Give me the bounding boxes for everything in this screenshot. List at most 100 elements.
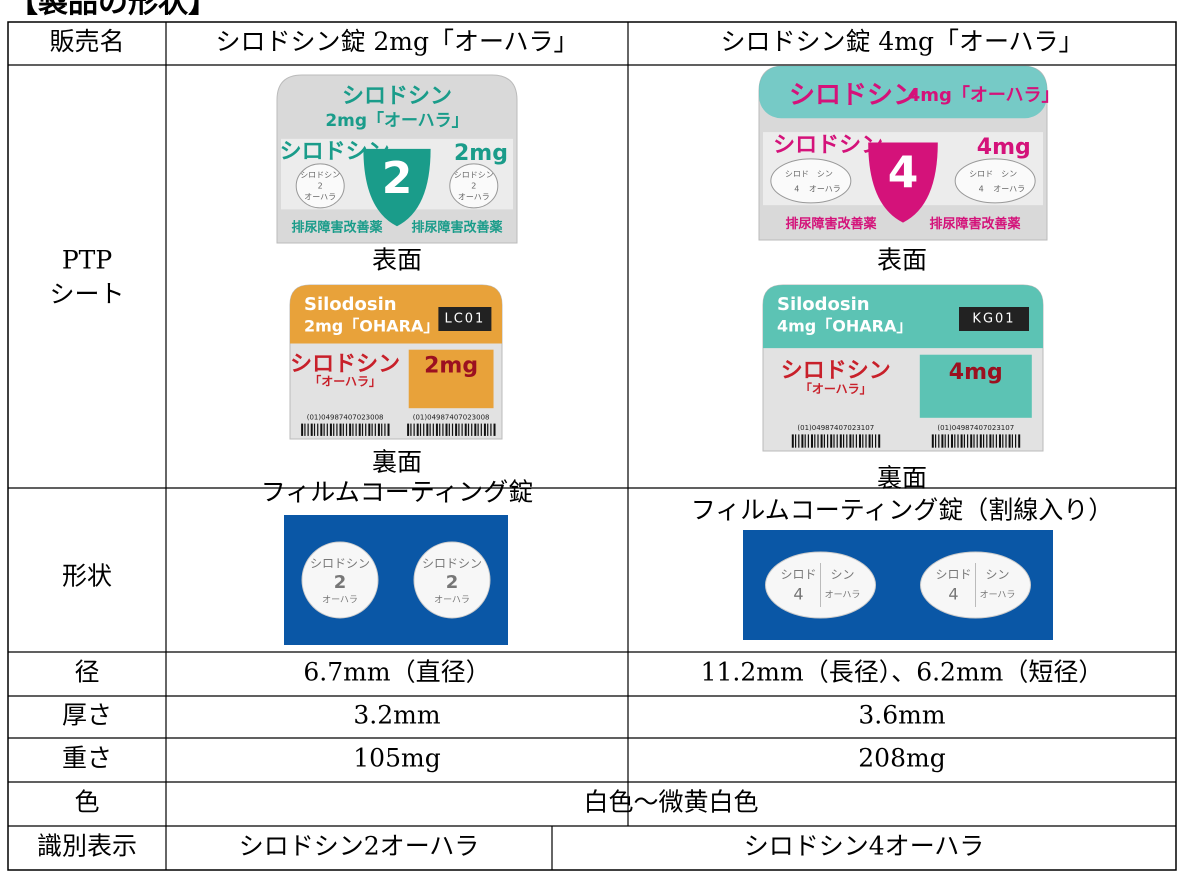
barcode-bar xyxy=(435,423,438,436)
barcode-bar xyxy=(830,434,833,448)
barcode-number: (01)04987407023107 xyxy=(937,424,1014,432)
barcode-number: (01)04987407023008 xyxy=(307,413,384,421)
title: 【製品の形状】 xyxy=(8,0,218,20)
barcode-bar xyxy=(967,434,969,448)
back-caption: 裏面 xyxy=(877,464,927,493)
pill-imprint: オーハラ xyxy=(458,192,490,201)
barcode-bar xyxy=(493,423,496,436)
barcode-bar xyxy=(439,423,441,436)
code-box xyxy=(959,307,1029,331)
barcode-bar xyxy=(801,434,804,448)
pill-imprint: シロド xyxy=(969,169,993,178)
pill xyxy=(954,158,1036,204)
barcode-bar xyxy=(817,434,819,448)
barcode-bar xyxy=(342,423,344,436)
pill xyxy=(295,163,345,209)
barcode-bar xyxy=(333,423,335,436)
cell-text: 3.2mm xyxy=(353,701,440,730)
tablet-imprint: シロド xyxy=(780,568,816,582)
cell-text: 208mg xyxy=(858,744,945,773)
barcode-bar xyxy=(1015,434,1017,448)
barcode-bar xyxy=(384,423,386,436)
barcode-bar xyxy=(973,434,975,448)
barcode-bar xyxy=(307,423,309,436)
barcode-bar xyxy=(862,434,864,448)
barcode-bar xyxy=(432,423,434,436)
barcode-bar xyxy=(461,423,463,436)
barcode-bar xyxy=(329,423,332,436)
pill xyxy=(449,163,499,209)
barcode-bar xyxy=(352,423,354,436)
tablet-imprint: シン xyxy=(985,568,1009,582)
slogan: 排尿障害改善薬 xyxy=(929,216,1021,232)
barcode-bar xyxy=(413,423,415,436)
barcode-bar xyxy=(477,423,479,436)
cell-text: 105mg xyxy=(353,744,440,773)
pill-imprint: シロド xyxy=(785,169,809,178)
row-label: 識別表示 xyxy=(37,832,137,861)
barcode-bar xyxy=(875,434,877,448)
pill-imprint: 2 xyxy=(318,181,323,190)
band-name: シロドシン xyxy=(773,133,883,158)
tablet-imprint: シロドシン xyxy=(422,557,482,571)
barcode-bar xyxy=(798,434,800,448)
pill-imprint: 4 xyxy=(979,184,984,193)
barcode-bar xyxy=(474,423,477,436)
barcode-bar xyxy=(355,423,357,436)
barcode-bar xyxy=(846,434,848,448)
barcode-bar xyxy=(957,434,959,448)
tablet-imprint: シロドシン xyxy=(310,557,370,571)
front-caption: 表面 xyxy=(372,246,422,275)
barcode-bar xyxy=(326,423,328,436)
barcode-bar xyxy=(976,434,978,448)
back-name-sub: 「オーハラ」 xyxy=(309,374,381,389)
barcode-bar xyxy=(320,423,323,436)
pill-imprint: 4 xyxy=(794,184,799,193)
row-label: 重さ xyxy=(62,744,112,773)
tablet-imprint: シン xyxy=(830,568,854,582)
barcode-bar xyxy=(1002,434,1004,448)
tablet-imprint: オーハラ xyxy=(434,595,470,606)
barcode-bar xyxy=(992,434,994,448)
pill-imprint: オーハラ xyxy=(993,184,1025,193)
barcode-bar xyxy=(944,434,946,448)
top-name: シロドシン xyxy=(342,84,452,109)
top-name: シロドシン xyxy=(789,81,919,111)
cell-text: シロドシン錠 4mg「オーハラ」 xyxy=(720,27,1083,56)
back-name-sub: 「オーハラ」 xyxy=(800,381,872,396)
barcode-bar xyxy=(410,423,412,436)
tablet-imprint: 4 xyxy=(793,585,803,604)
barcode-bar xyxy=(855,434,857,448)
barcode-bar xyxy=(951,434,953,448)
barcode-bar xyxy=(820,434,823,448)
top-dose: 2mg「オーハラ」 xyxy=(325,110,468,131)
cell-text: シロドシン錠 2mg「オーハラ」 xyxy=(215,27,578,56)
barcode-bar xyxy=(1008,434,1011,448)
barcode-bar xyxy=(935,434,937,448)
barcode-bar xyxy=(317,423,319,436)
row-label: 厚さ xyxy=(62,701,112,730)
barcode-bar xyxy=(859,434,861,448)
barcode-bar xyxy=(345,423,348,436)
barcode-bar xyxy=(471,423,473,436)
slogan: 排尿障害改善薬 xyxy=(291,219,383,235)
tablet-imprint: 2 xyxy=(334,572,347,593)
barcode-bar xyxy=(349,423,352,436)
slogan: 排尿障害改善薬 xyxy=(785,216,877,232)
pill-imprint: シン xyxy=(1001,169,1017,178)
barcode-bar xyxy=(852,434,854,448)
barcode-bar xyxy=(836,434,838,448)
cell-text: 3.6mm xyxy=(858,701,945,730)
barcode-bar xyxy=(865,434,867,448)
barcode-bar xyxy=(868,434,871,448)
barcode-bar xyxy=(843,434,845,448)
cell-text: 白色～微黄白色 xyxy=(583,788,758,817)
pill-imprint: オーハラ xyxy=(304,192,336,201)
barcode-bar xyxy=(827,434,829,448)
barcode-bar xyxy=(804,434,806,448)
